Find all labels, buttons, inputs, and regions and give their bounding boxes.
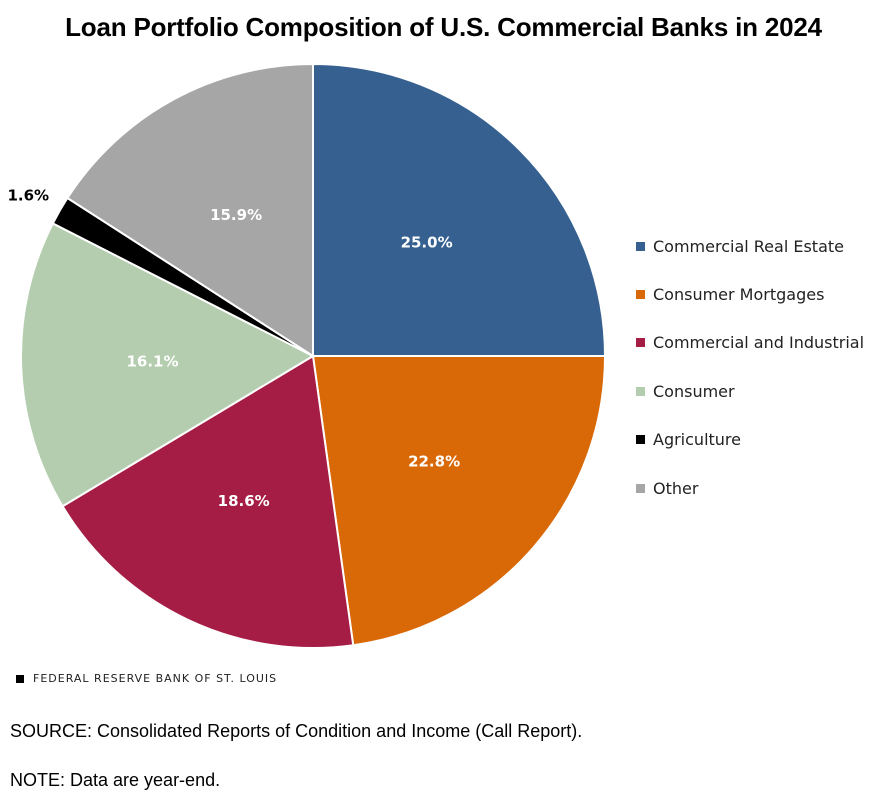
pie-chart: 25.0% 22.8% 18.6% 16.1% 1.6% 15.9% <box>7 63 606 649</box>
pie-slice-other <box>66 63 314 357</box>
slice-value-label-consumer-mortgages: 22.8% <box>408 452 460 470</box>
pie-slice-consumer <box>20 222 314 508</box>
slice-value-label-commercial-real-estate: 25.0% <box>401 233 453 251</box>
slice-value-label-agriculture: 1.6% <box>7 187 49 205</box>
chart-title: Loan Portfolio Composition of U.S. Comme… <box>65 12 822 42</box>
legend-label: Consumer Mortgages <box>653 285 825 305</box>
slice-value-label-consumer: 16.1% <box>126 353 178 371</box>
legend-item-commercial-and-industrial: Commercial and Industrial <box>636 319 864 367</box>
legend-label: Other <box>653 478 699 498</box>
branding: FEDERAL RESERVE BANK OF ST. LOUIS <box>16 672 277 685</box>
pie-slice-commercial-and-industrial <box>61 355 355 649</box>
pie-slice-commercial-real-estate <box>312 63 606 357</box>
legend-label: Commercial and Industrial <box>653 333 865 353</box>
slice-value-label-other: 15.9% <box>210 206 262 224</box>
legend-swatch <box>636 241 645 251</box>
legend: Commercial Real Estate Consumer Mortgages… <box>636 222 864 512</box>
legend-swatch <box>636 483 645 493</box>
legend-swatch <box>636 338 645 348</box>
legend-item-consumer: Consumer <box>636 367 864 415</box>
branding-square-icon <box>16 674 24 683</box>
legend-swatch <box>636 386 645 396</box>
source-note: SOURCE: Consolidated Reports of Conditio… <box>10 721 583 741</box>
legend-item-consumer-mortgages: Consumer Mortgages <box>636 270 864 318</box>
legend-item-commercial-real-estate: Commercial Real Estate <box>636 222 864 270</box>
pie-slice-consumer-mortgages <box>312 355 606 647</box>
legend-item-agriculture: Agriculture <box>636 416 864 464</box>
legend-label: Agriculture <box>653 430 741 450</box>
data-note: NOTE: Data are year-end. <box>10 770 221 790</box>
legend-swatch <box>636 435 645 445</box>
slice-value-label-commercial-and-industrial: 18.6% <box>218 492 270 510</box>
legend-label: Commercial Real Estate <box>653 236 844 256</box>
legend-swatch <box>636 290 645 300</box>
legend-label: Consumer <box>653 381 735 401</box>
legend-item-other: Other <box>636 464 864 512</box>
branding-text: FEDERAL RESERVE BANK OF ST. LOUIS <box>33 672 278 685</box>
